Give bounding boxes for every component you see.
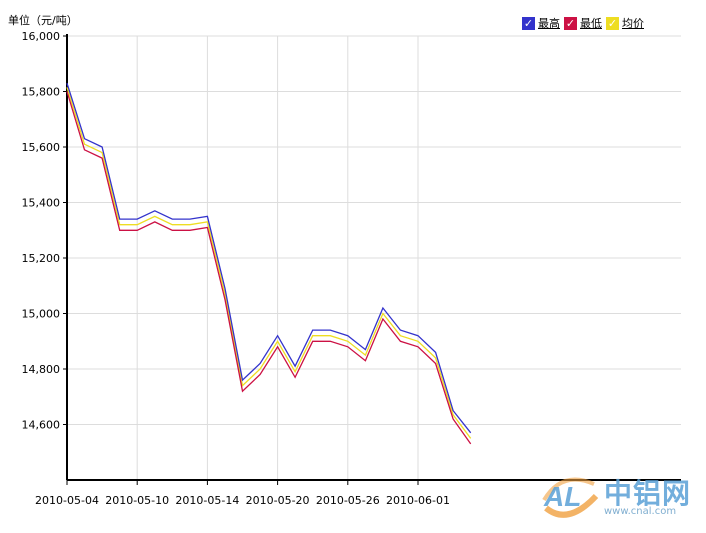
watermark-logo-text: AL <box>543 481 581 512</box>
legend-item-low[interactable]: ✓ 最低 <box>564 15 602 31</box>
watermark-logo-icon: AL <box>542 477 599 518</box>
legend: ✓ 最高 ✓ 最低 ✓ 均价 <box>522 15 648 31</box>
watermark-name: 中铝网 <box>604 477 692 510</box>
watermark-url: www.cnal.com <box>604 506 677 517</box>
legend-checkbox-avg[interactable]: ✓ <box>606 16 619 30</box>
x-tick-label: 2010-05-04 <box>35 494 99 507</box>
y-tick-label: 16,000 <box>22 30 61 43</box>
x-tick-label: 2010-05-20 <box>246 494 310 507</box>
series-line-low <box>66 91 472 445</box>
x-tick-label: 2010-05-10 <box>105 494 169 507</box>
legend-item-avg[interactable]: ✓ 均价 <box>606 15 644 31</box>
legend-label-low[interactable]: 最低 <box>580 17 602 30</box>
y-tick-label: 14,600 <box>22 419 61 432</box>
series-line-high <box>66 83 472 434</box>
y-tick-label: 15,200 <box>22 252 61 265</box>
y-tick-label: 15,600 <box>22 141 61 154</box>
y-tick-label: 15,000 <box>22 308 61 321</box>
legend-item-high[interactable]: ✓ 最高 <box>522 15 560 31</box>
y-tick-label: 15,400 <box>22 197 61 210</box>
x-tick-label: 2010-05-14 <box>175 494 239 507</box>
legend-checkbox-low[interactable]: ✓ <box>564 16 577 30</box>
legend-checkbox-high[interactable]: ✓ <box>522 16 535 30</box>
y-tick-label: 14,800 <box>22 363 61 376</box>
legend-label-high[interactable]: 最高 <box>538 17 560 30</box>
x-tick-label: 2010-05-26 <box>316 494 380 507</box>
watermark: AL 中铝网 www.cnal.com <box>538 466 698 526</box>
series-line-avg <box>66 87 472 439</box>
y-tick-label: 15,800 <box>22 86 61 99</box>
x-tick-label: 2010-06-01 <box>386 494 450 507</box>
unit-label: 单位（元/吨） <box>8 14 78 27</box>
legend-label-avg[interactable]: 均价 <box>622 17 644 30</box>
